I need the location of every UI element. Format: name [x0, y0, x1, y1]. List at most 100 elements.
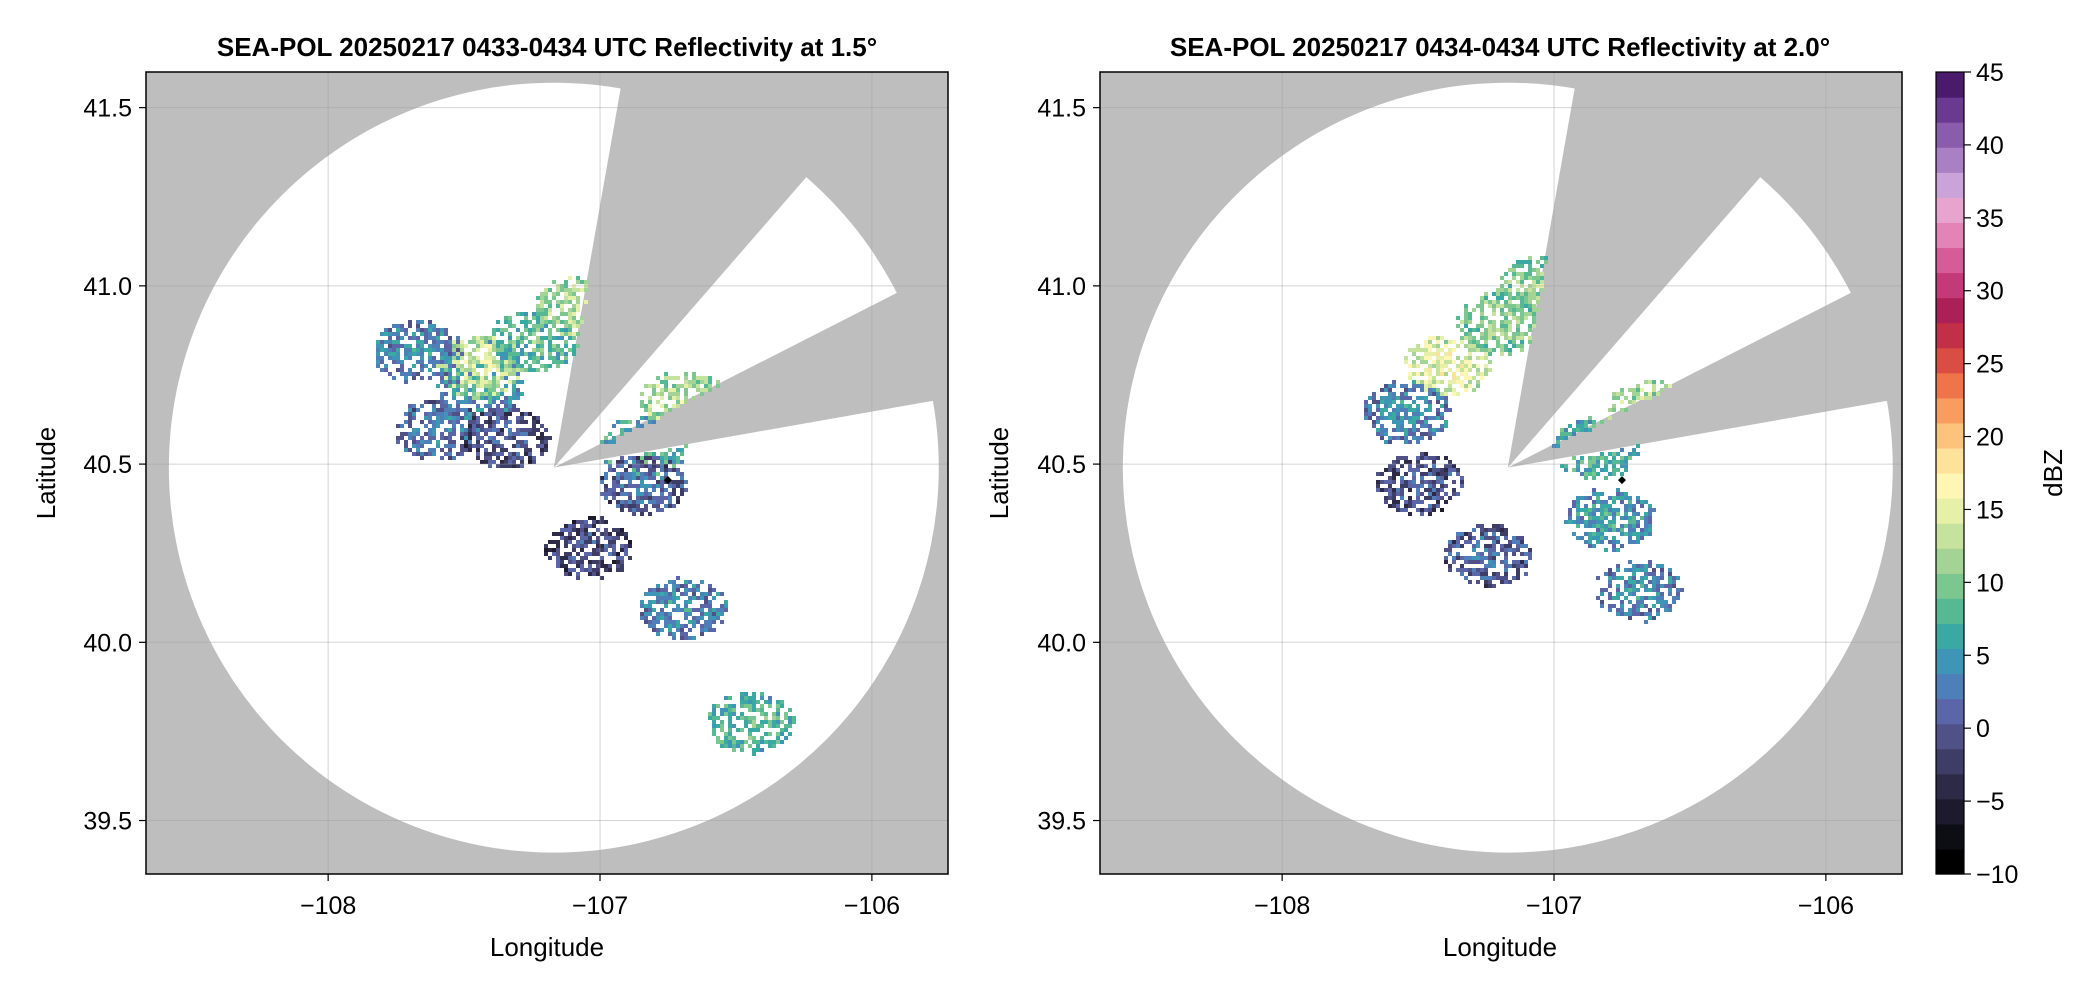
echo-pixel — [680, 460, 684, 464]
echo-pixel — [444, 416, 448, 420]
echo-pixel — [464, 428, 468, 432]
echo-pixel — [512, 340, 516, 344]
echo-pixel — [668, 468, 672, 472]
echo-pixel — [1440, 336, 1444, 340]
echo-pixel — [496, 412, 500, 416]
echo-pixel — [456, 380, 460, 384]
echo-pixel — [1504, 272, 1508, 276]
echo-pixel — [1620, 448, 1624, 452]
echo-pixel — [684, 380, 688, 384]
echo-pixel — [1500, 560, 1504, 564]
echo-pixel — [668, 492, 672, 496]
echo-pixel — [1460, 556, 1464, 560]
echo-pixel — [640, 400, 644, 404]
echo-pixel — [1420, 500, 1424, 504]
echo-pixel — [1484, 352, 1488, 356]
echo-pixel — [672, 600, 676, 604]
echo-pixel — [1436, 428, 1440, 432]
echo-pixel — [1420, 388, 1424, 392]
echo-pixel — [1644, 584, 1648, 588]
echo-pixel — [1400, 424, 1404, 428]
echo-pixel — [404, 448, 408, 452]
echo-pixel — [528, 452, 532, 456]
echo-pixel — [416, 448, 420, 452]
echo-pixel — [508, 316, 512, 320]
echo-pixel — [1628, 532, 1632, 536]
echo-pixel — [420, 452, 424, 456]
echo-pixel — [1512, 316, 1516, 320]
echo-pixel — [516, 352, 520, 356]
echo-pixel — [1508, 296, 1512, 300]
echo-pixel — [648, 404, 652, 408]
echo-pixel — [564, 572, 568, 576]
echo-pixel — [1416, 404, 1420, 408]
echo-pixel — [1432, 496, 1436, 500]
echo-pixel — [1416, 420, 1420, 424]
echo-pixel — [444, 412, 448, 416]
echo-pixel — [1604, 536, 1608, 540]
echo-pixel — [1436, 372, 1440, 376]
echo-pixel — [608, 536, 612, 540]
echo-pixel — [712, 716, 716, 720]
echo-pixel — [572, 292, 576, 296]
echo-pixel — [712, 620, 716, 624]
echo-pixel — [1520, 300, 1524, 304]
echo-pixel — [572, 352, 576, 356]
echo-pixel — [1396, 436, 1400, 440]
echo-pixel — [504, 456, 508, 460]
echo-pixel — [644, 484, 648, 488]
echo-pixel — [620, 456, 624, 460]
echo-pixel — [1540, 280, 1544, 284]
echo-pixel — [440, 332, 444, 336]
echo-pixel — [592, 524, 596, 528]
echo-pixel — [1428, 492, 1432, 496]
echo-pixel — [1464, 312, 1468, 316]
echo-pixel — [512, 360, 516, 364]
echo-pixel — [1528, 268, 1532, 272]
echo-pixel — [724, 736, 728, 740]
echo-pixel — [1372, 412, 1376, 416]
echo-pixel — [416, 444, 420, 448]
echo-pixel — [1480, 376, 1484, 380]
echo-pixel — [1436, 364, 1440, 368]
echo-pixel — [544, 308, 548, 312]
echo-pixel — [644, 384, 648, 388]
echo-pixel — [660, 492, 664, 496]
echo-pixel — [652, 620, 656, 624]
echo-pixel — [548, 364, 552, 368]
echo-pixel — [380, 332, 384, 336]
echo-pixel — [1620, 456, 1624, 460]
echo-pixel — [508, 452, 512, 456]
echo-pixel — [508, 460, 512, 464]
echo-pixel — [712, 628, 716, 632]
echo-pixel — [1444, 360, 1448, 364]
echo-pixel — [1444, 492, 1448, 496]
echo-pixel — [684, 608, 688, 612]
echo-pixel — [492, 340, 496, 344]
echo-pixel — [792, 716, 796, 720]
echo-pixel — [656, 480, 660, 484]
echo-pixel — [604, 476, 608, 480]
echo-pixel — [492, 328, 496, 332]
x-tick-label: −108 — [300, 892, 356, 920]
echo-pixel — [660, 496, 664, 500]
echo-pixel — [1416, 364, 1420, 368]
echo-pixel — [1452, 540, 1456, 544]
echo-pixel — [1376, 472, 1380, 476]
echo-pixel — [1436, 360, 1440, 364]
echo-pixel — [1600, 540, 1604, 544]
echo-pixel — [520, 340, 524, 344]
echo-pixel — [1532, 316, 1536, 320]
echo-pixel — [444, 376, 448, 380]
echo-pixel — [520, 352, 524, 356]
echo-pixel — [1452, 480, 1456, 484]
echo-pixel — [572, 296, 576, 300]
echo-pixel — [1620, 496, 1624, 500]
echo-pixel — [1572, 500, 1576, 504]
echo-pixel — [688, 636, 692, 640]
echo-pixel — [556, 532, 560, 536]
echo-pixel — [576, 520, 580, 524]
echo-pixel — [1508, 336, 1512, 340]
echo-pixel — [716, 740, 720, 744]
echo-pixel — [432, 328, 436, 332]
